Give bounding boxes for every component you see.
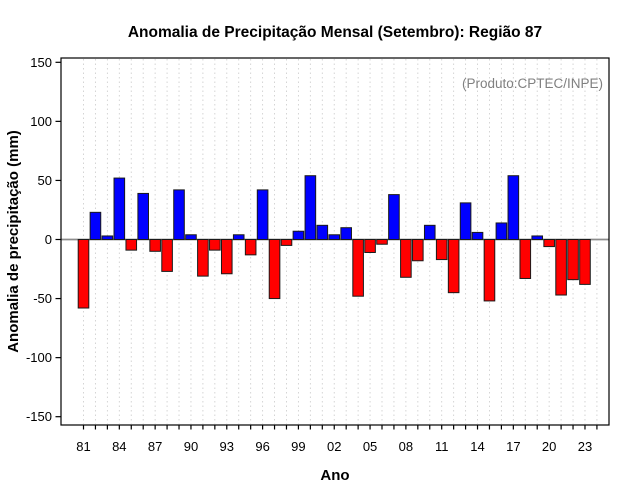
bar-2021 <box>555 239 567 296</box>
y-tick-label: 0 <box>45 232 52 247</box>
bar-1985 <box>125 239 138 251</box>
source-annotation: (Produto:CPTEC/INPE) <box>462 76 603 91</box>
bar-2010 <box>423 224 436 241</box>
bar-2014 <box>471 231 484 241</box>
x-tick-label: 99 <box>291 439 305 454</box>
x-tick-label: 93 <box>220 439 234 454</box>
bar-1984 <box>113 177 126 241</box>
y-tick-label: 100 <box>30 114 52 129</box>
bar-2023 <box>579 239 591 285</box>
bar-1981 <box>77 239 90 309</box>
bar-1997 <box>268 239 281 300</box>
bar-2012 <box>447 239 460 294</box>
bar-2019 <box>531 235 544 241</box>
bar-1988 <box>161 239 173 272</box>
x-tick-label: 05 <box>363 439 377 454</box>
y-tick-label: -150 <box>26 409 52 424</box>
bar-2004 <box>352 239 364 297</box>
bar-2015 <box>483 239 496 302</box>
bar-1989 <box>173 189 185 240</box>
x-tick-label: 87 <box>148 439 162 454</box>
bar-2016 <box>495 222 508 241</box>
x-tick-label: 81 <box>76 439 90 454</box>
x-tick-label: 90 <box>184 439 198 454</box>
x-tick-label: 14 <box>470 439 484 454</box>
y-tick-label: -100 <box>26 350 52 365</box>
y-tick-label: 150 <box>30 55 52 70</box>
x-tick-label: 17 <box>506 439 520 454</box>
bar-2007 <box>388 194 400 240</box>
bar-2018 <box>519 239 532 279</box>
x-tick-label: 84 <box>112 439 126 454</box>
bar-1999 <box>292 230 305 240</box>
bar-2002 <box>328 234 341 241</box>
bar-1982 <box>89 211 102 241</box>
x-tick-label: 96 <box>255 439 269 454</box>
plot-frame <box>60 57 610 426</box>
bar-1992 <box>209 239 221 251</box>
bar-1990 <box>185 234 197 241</box>
bar-1993 <box>220 239 233 275</box>
bar-1991 <box>197 239 209 277</box>
bar-2005 <box>364 239 376 253</box>
bar-2017 <box>507 175 520 241</box>
x-tick-label: 02 <box>327 439 341 454</box>
x-tick-label: 08 <box>399 439 413 454</box>
bar-2003 <box>340 227 352 241</box>
bar-2009 <box>412 239 424 262</box>
x-tick-label: 11 <box>435 439 449 454</box>
bar-1998 <box>280 239 293 246</box>
x-axis-title: Ano <box>320 467 349 484</box>
y-tick-label: 50 <box>38 173 52 188</box>
bar-2008 <box>400 239 412 278</box>
x-tick-label: 20 <box>542 439 556 454</box>
bar-1996 <box>256 189 269 240</box>
chart-title: Anomalia de Precipitação Mensal (Setembr… <box>128 24 542 41</box>
bar-1987 <box>149 239 161 252</box>
bar-2022 <box>567 239 579 281</box>
bar-2000 <box>304 175 317 241</box>
bar-2006 <box>376 239 388 245</box>
bar-2020 <box>543 239 555 248</box>
bar-1995 <box>244 239 257 256</box>
y-tick-label: -50 <box>33 291 52 306</box>
bar-1986 <box>137 192 149 240</box>
x-tick-label: 23 <box>578 439 592 454</box>
axes: 150 100 50 0 -50 -100 -150 81 84 87 90 93 96 99 02 05 08… <box>26 55 610 454</box>
bar-2001 <box>316 224 329 241</box>
bar-1994 <box>232 234 245 241</box>
y-axis-title: Anomalia de precipitação (mm) <box>5 130 22 353</box>
bar-2011 <box>435 239 448 261</box>
bar-2013 <box>459 202 472 241</box>
bar-1983 <box>101 235 114 241</box>
bars <box>77 175 591 309</box>
